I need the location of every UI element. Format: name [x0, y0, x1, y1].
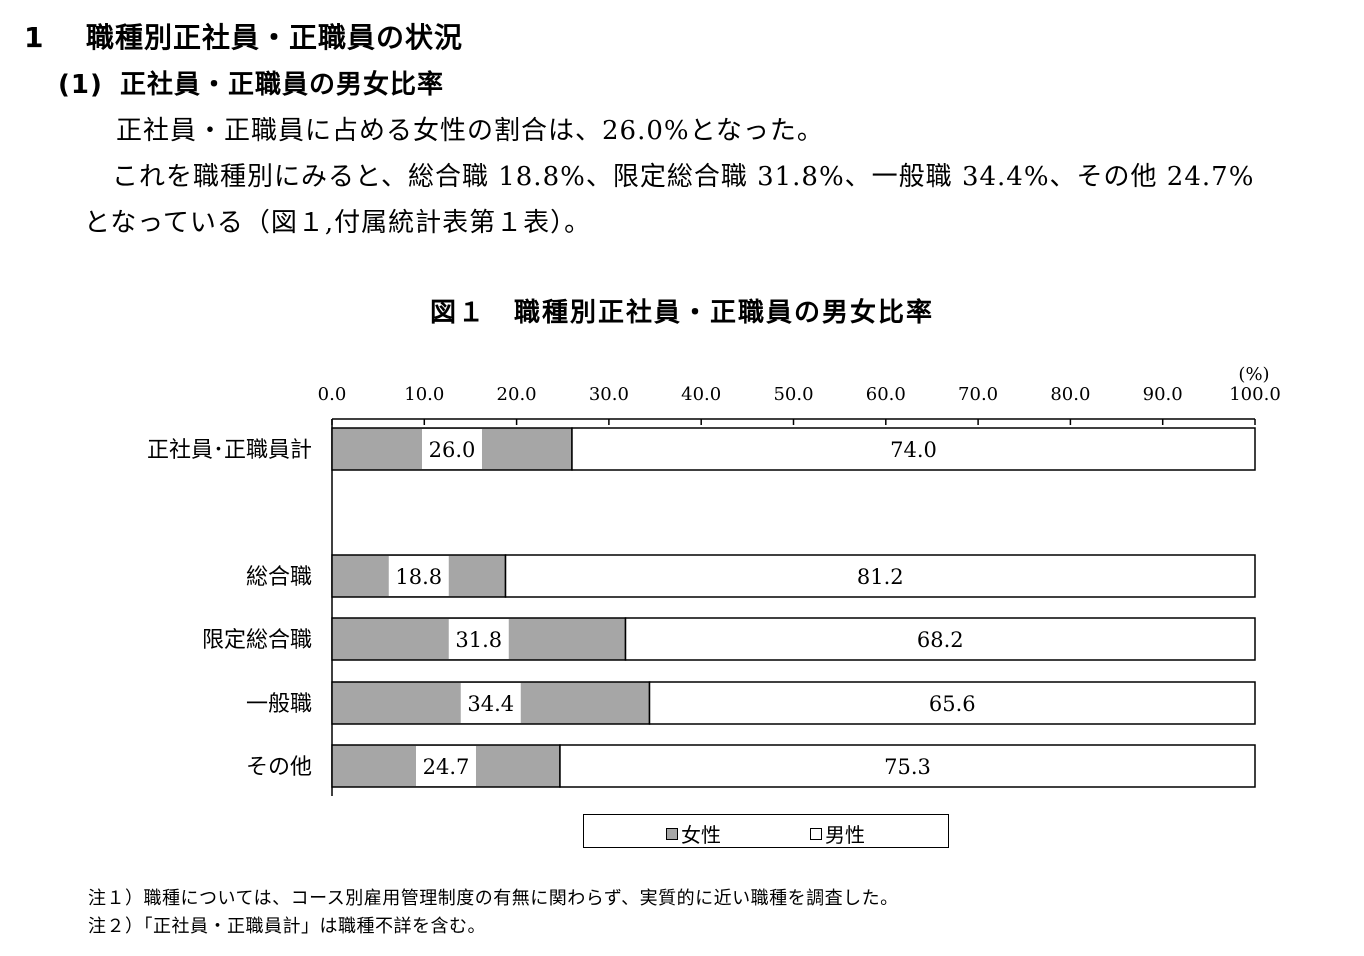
data-label-bg-female — [460, 683, 521, 723]
category-label: 一般職 — [246, 692, 312, 717]
section-number: 1 — [24, 21, 45, 54]
paragraph-line-1: 正社員・正職員に占める女性の割合は、26.0%となった。 — [116, 116, 824, 146]
category-label: その他 — [246, 755, 312, 780]
legend-item-female: 女性 — [666, 819, 721, 848]
data-label-bg-female — [388, 556, 449, 596]
x-tick-label: 80.0 — [1050, 384, 1090, 405]
data-label-female: 31.8 — [455, 628, 502, 652]
x-tick-label: 20.0 — [497, 384, 537, 405]
data-label-female: 24.7 — [423, 755, 470, 779]
note-2: 注２）「正社員・正職員計」は職種不詳を含む。 — [88, 916, 486, 937]
subsection-title: 正社員・正職員の男女比率 — [120, 70, 445, 100]
data-label-female: 34.4 — [467, 692, 514, 716]
data-label-male: 68.2 — [917, 628, 964, 652]
x-tick-label: 0.0 — [318, 384, 347, 405]
x-tick-label: 10.0 — [404, 384, 444, 405]
x-tick-label: 100.0 — [1229, 384, 1281, 405]
x-tick-label: 90.0 — [1143, 384, 1183, 405]
paragraph-line-2: これを職種別にみると、総合職 18.8%、限定総合職 31.8%、一般職 34.… — [112, 162, 1255, 192]
paragraph-line-3: となっている（図１,付属統計表第１表）。 — [84, 208, 592, 238]
data-label-male: 74.0 — [890, 438, 937, 462]
subsection-heading: (1) 正社員・正職員の男女比率 — [58, 64, 444, 101]
bar-male — [559, 744, 1256, 788]
legend-swatch-female — [666, 827, 678, 840]
note-1: 注１）職種については、コース別雇用管理制度の有無に関わらず、実質的に近い職種を調… — [88, 888, 899, 909]
x-tick-label: 40.0 — [681, 384, 721, 405]
chart-legend: 女性 男性 — [583, 814, 949, 848]
figure-title: 図１ 職種別正社員・正職員の男女比率 — [429, 298, 934, 328]
bar-male — [624, 617, 1256, 661]
bar-male — [648, 681, 1256, 725]
x-tick-label: 70.0 — [958, 384, 998, 405]
data-label-female: 18.8 — [395, 565, 442, 589]
stacked-bar-chart: 0.0 10.0 20.0 30.0 40.0 50.0 60.0 70.0 80.0 90.0 1… — [147, 364, 1281, 796]
legend-item-male: 男性 — [810, 819, 865, 848]
data-label-bg-female — [415, 746, 476, 786]
data-label-male: 65.6 — [929, 692, 976, 716]
subsection-number: (1) — [58, 70, 103, 100]
data-label-bg-female — [421, 429, 482, 469]
data-label-male: 75.3 — [884, 755, 931, 779]
category-label: 総合職 — [246, 565, 312, 590]
section-title: 職種別正社員・正職員の状況 — [86, 21, 464, 54]
x-tick-label: 50.0 — [773, 384, 813, 405]
section-heading: 1 職種別正社員・正職員の状況 — [24, 16, 463, 56]
data-label-male: 81.2 — [857, 565, 904, 589]
category-label: 正社員･正職員計 — [147, 438, 312, 463]
x-tick-label: 30.0 — [589, 384, 629, 405]
legend-swatch-male — [810, 827, 822, 840]
x-unit-label: (%) — [1238, 364, 1269, 385]
legend-label-male: 男性 — [825, 823, 865, 847]
bar-male — [504, 554, 1256, 598]
legend-label-female: 女性 — [681, 823, 721, 847]
bar-male — [571, 427, 1256, 471]
category-label: 限定総合職 — [202, 628, 312, 653]
data-label-bg-female — [448, 619, 509, 659]
data-label-female: 26.0 — [429, 438, 476, 462]
x-tick-label: 60.0 — [866, 384, 906, 405]
